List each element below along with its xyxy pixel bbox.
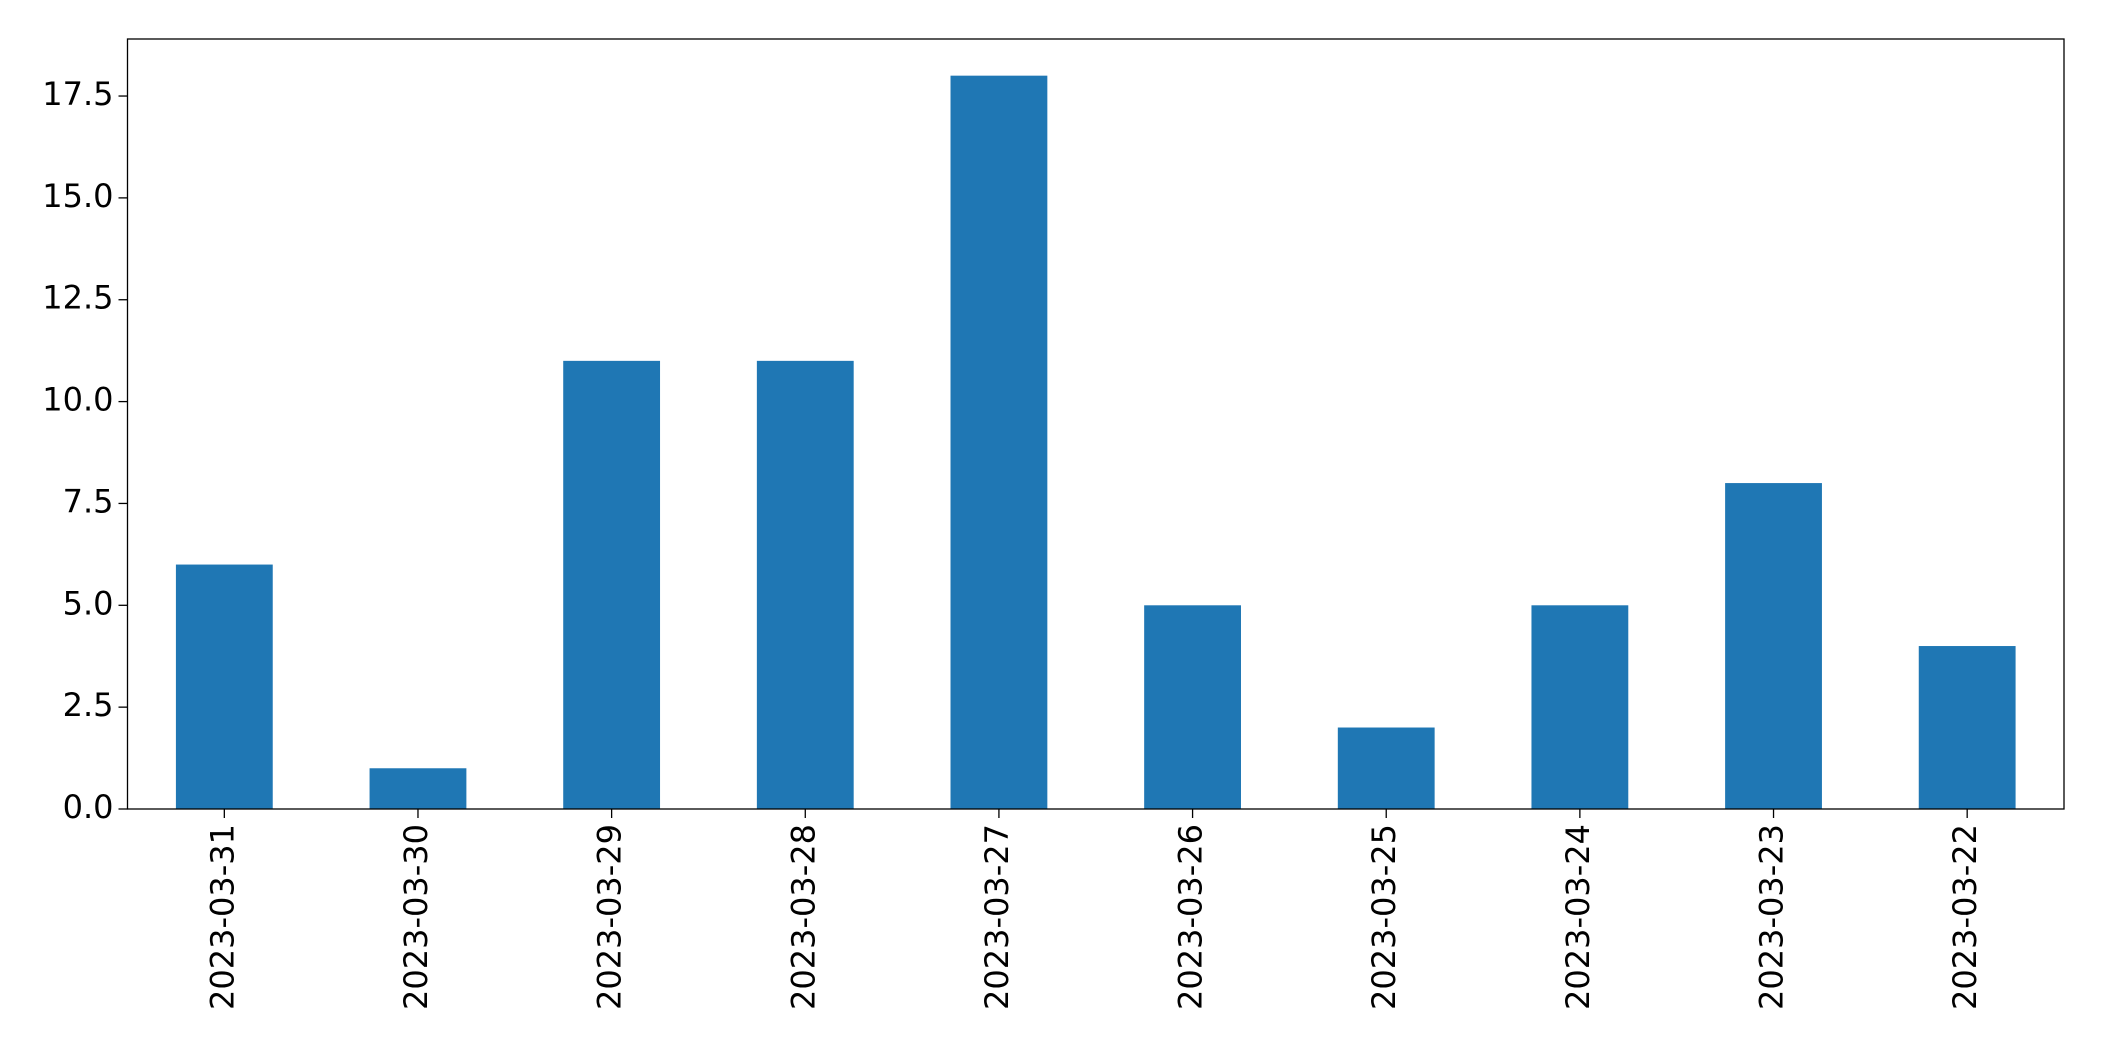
- bar: [1918, 646, 2016, 809]
- y-tick-label: 7.5: [63, 482, 114, 520]
- x-tick-label: 2023-03-24: [1559, 824, 1597, 1010]
- x-tick-label: 2023-03-25: [1365, 824, 1403, 1010]
- plot-frame: [126, 38, 2065, 810]
- y-tick-label: 5.0: [63, 584, 114, 622]
- bar: [175, 564, 273, 809]
- x-tick-label: 2023-03-26: [1172, 824, 1210, 1010]
- x-tick-label: 2023-03-22: [1946, 824, 1984, 1010]
- x-tick-label: 2023-03-31: [203, 824, 241, 1010]
- x-tick-label: 2023-03-30: [397, 824, 435, 1010]
- bar: [369, 768, 467, 809]
- x-tick-label: 2023-03-29: [591, 824, 629, 1010]
- y-tick-label: 12.5: [42, 279, 113, 317]
- y-tick-label: 15.0: [42, 177, 113, 215]
- y-tick-label: 0.0: [63, 788, 114, 826]
- x-tick-label: 2023-03-27: [978, 824, 1016, 1010]
- y-tick-label: 10.0: [42, 381, 113, 419]
- bar: [1337, 727, 1435, 809]
- x-tick-label: 2023-03-28: [784, 824, 822, 1010]
- bar: [950, 75, 1048, 809]
- bar: [1144, 605, 1241, 809]
- bar: [1531, 605, 1629, 809]
- bar: [563, 360, 661, 809]
- y-tick-label: 17.5: [42, 75, 113, 113]
- y-tick-label: 2.5: [63, 686, 114, 724]
- bar: [1725, 483, 1822, 809]
- bar: [756, 360, 854, 809]
- x-tick-label: 2023-03-23: [1753, 824, 1791, 1010]
